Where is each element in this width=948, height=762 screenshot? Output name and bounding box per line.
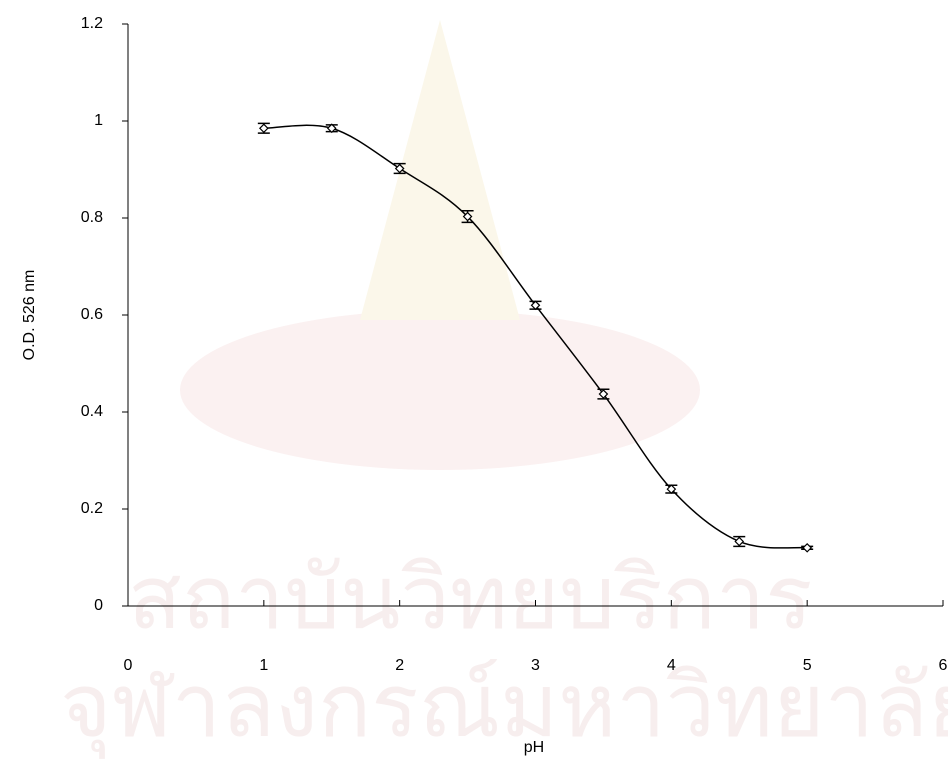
chart: สถาบันวิทยบริการ จุฬาลงกรณ์มหาวิทยาลัย O… xyxy=(0,0,948,762)
data-point xyxy=(260,124,268,132)
x-tick-label: 3 xyxy=(531,657,540,674)
x-axis-label: pH xyxy=(524,739,544,756)
y-tick-label: 0 xyxy=(94,597,103,614)
x-tick-label: 0 xyxy=(124,657,133,674)
y-axis-label: O.D. 526 nm xyxy=(21,270,38,361)
watermark-logo xyxy=(360,20,520,320)
y-tick-label: 0.4 xyxy=(81,403,103,420)
data-point xyxy=(735,537,743,545)
watermark-text: จุฬาลงกรณ์มหาวิทยาลัย xyxy=(60,654,948,759)
y-tick-label: 1.2 xyxy=(81,15,103,32)
watermark-logo xyxy=(180,310,700,470)
x-tick-label: 4 xyxy=(667,657,676,674)
y-tick-label: 1 xyxy=(94,112,103,129)
x-tick-label: 6 xyxy=(939,657,948,674)
x-tick-label: 1 xyxy=(259,657,268,674)
watermark-text: สถาบันวิทยบริการ xyxy=(128,546,813,649)
y-tick-label: 0.2 xyxy=(81,500,103,517)
x-tick-label: 2 xyxy=(395,657,404,674)
x-tick-label: 5 xyxy=(803,657,812,674)
y-tick-label: 0.6 xyxy=(81,306,103,323)
y-tick-label: 0.8 xyxy=(81,209,103,226)
